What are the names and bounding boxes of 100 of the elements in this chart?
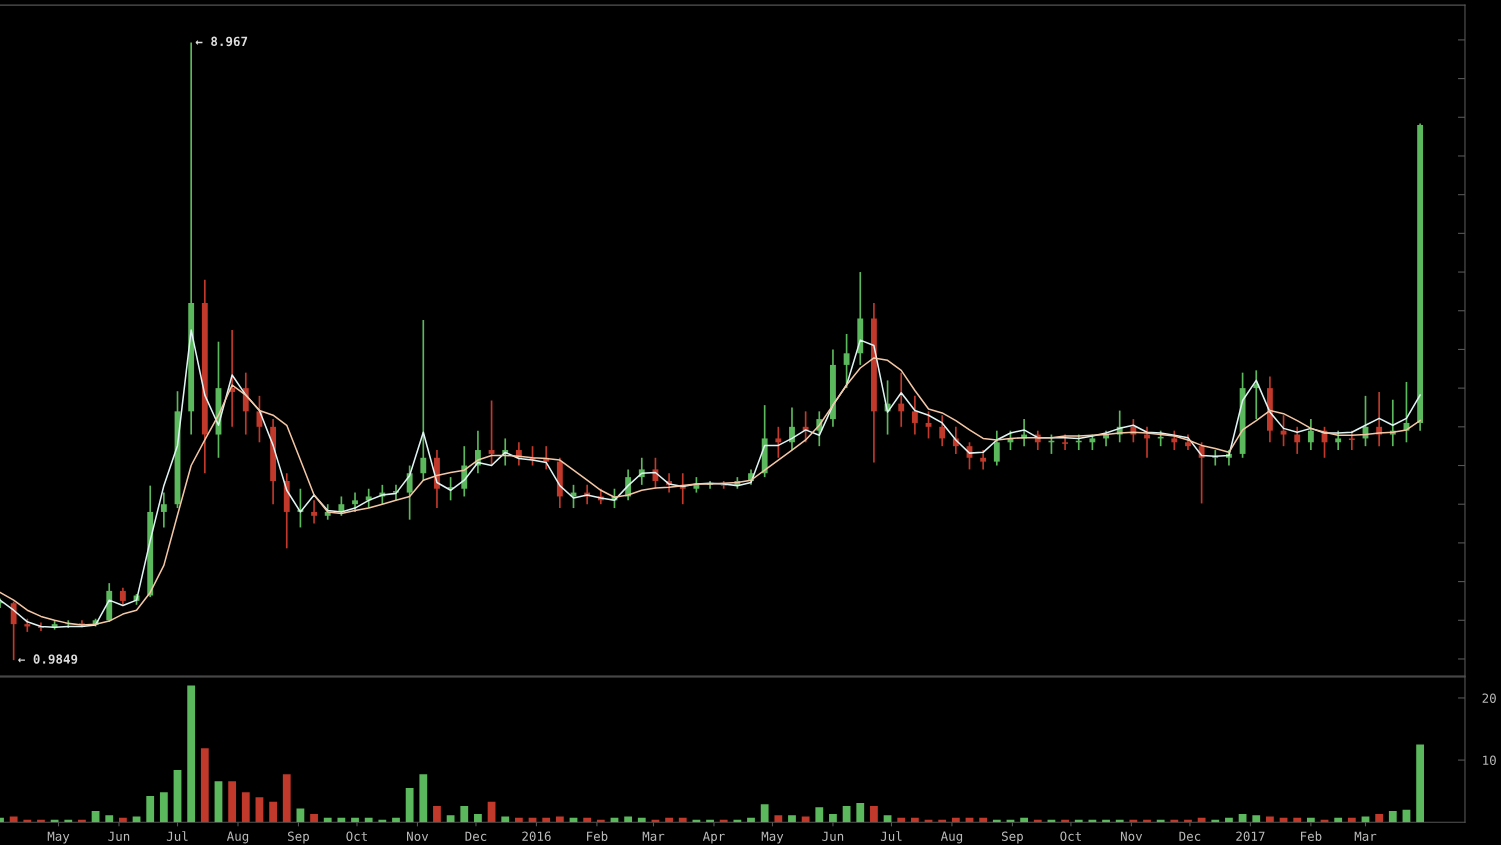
bar bbox=[979, 817, 988, 823]
candlestick bbox=[160, 491, 167, 529]
x-tick-label: Sep bbox=[1001, 831, 1023, 844]
bar bbox=[514, 817, 523, 823]
bar bbox=[665, 817, 673, 823]
candlestick bbox=[1294, 425, 1301, 455]
bar bbox=[760, 804, 769, 823]
bar bbox=[1252, 815, 1261, 823]
candlestick bbox=[311, 499, 317, 525]
x-tick-label: Jun bbox=[108, 831, 130, 841]
x-tick-label: Jul bbox=[166, 831, 188, 841]
candlestick bbox=[242, 371, 249, 436]
x-tick-label: Aug bbox=[226, 831, 249, 844]
candlestick bbox=[939, 414, 946, 448]
bar bbox=[433, 806, 441, 823]
x-tick-label: Nov bbox=[1120, 831, 1143, 841]
candlestick bbox=[775, 425, 782, 459]
candlestick bbox=[1335, 429, 1342, 451]
x-tick-label: 2016 bbox=[522, 831, 551, 841]
bar bbox=[323, 817, 332, 823]
bar bbox=[910, 817, 919, 823]
candlestick bbox=[1130, 418, 1137, 444]
bar bbox=[1388, 811, 1397, 823]
bar bbox=[1306, 817, 1315, 823]
bar bbox=[1197, 817, 1206, 823]
candlestick bbox=[898, 371, 905, 428]
bar bbox=[282, 774, 291, 823]
bar bbox=[310, 814, 318, 823]
bar bbox=[842, 806, 851, 823]
bar bbox=[897, 817, 906, 823]
candlestick bbox=[338, 495, 345, 517]
bar bbox=[200, 748, 209, 823]
bar bbox=[501, 816, 510, 823]
bar bbox=[801, 816, 810, 823]
x-tick-label: Dec bbox=[465, 831, 487, 841]
bar bbox=[255, 797, 264, 823]
bar bbox=[187, 685, 196, 823]
bar bbox=[337, 817, 346, 823]
bar bbox=[446, 815, 455, 823]
x-tick-label: 2017 bbox=[1236, 831, 1265, 841]
bar bbox=[241, 792, 250, 823]
bar bbox=[214, 781, 223, 823]
candlestick bbox=[352, 491, 358, 513]
bar bbox=[747, 817, 755, 823]
bar bbox=[118, 817, 127, 823]
candlestick bbox=[993, 429, 1000, 467]
bar bbox=[405, 788, 414, 823]
bar bbox=[460, 806, 469, 823]
candlestick bbox=[980, 449, 987, 471]
bar bbox=[1293, 817, 1302, 823]
x-tick-label: Feb bbox=[587, 831, 608, 841]
bar bbox=[9, 816, 18, 823]
annotation: ← 8.967 bbox=[195, 36, 248, 47]
bar bbox=[856, 802, 865, 823]
bar bbox=[951, 817, 960, 823]
bar bbox=[1375, 814, 1384, 823]
x-tick-label: Mar bbox=[642, 831, 665, 841]
bar bbox=[637, 817, 646, 823]
bar bbox=[351, 817, 359, 823]
bar bbox=[624, 816, 633, 823]
bar bbox=[1334, 817, 1343, 823]
candlestick bbox=[488, 399, 495, 467]
bar bbox=[1225, 817, 1233, 823]
bar bbox=[774, 815, 783, 823]
candlestick bbox=[1307, 418, 1314, 451]
bar bbox=[419, 774, 428, 823]
x-tick-label: May bbox=[761, 831, 784, 844]
x-tick-label: Dec bbox=[1179, 831, 1201, 841]
bar bbox=[542, 817, 551, 823]
x-tick-label: May bbox=[47, 831, 70, 844]
bar bbox=[1347, 817, 1356, 823]
x-tick-label: Jul bbox=[880, 831, 902, 841]
bar bbox=[555, 816, 564, 823]
x-tick-label: Oct bbox=[346, 831, 368, 841]
x-tick-label: Aug bbox=[940, 831, 963, 844]
bar bbox=[105, 815, 114, 823]
x-tick-label: Jun bbox=[822, 831, 844, 841]
candlestick bbox=[10, 600, 17, 661]
bar bbox=[829, 814, 837, 823]
x-tick-label: Oct bbox=[1060, 831, 1081, 841]
x-tick-label: Sep bbox=[288, 831, 309, 844]
bar bbox=[474, 814, 482, 823]
bar bbox=[1266, 816, 1274, 823]
x-tick-label: Feb bbox=[1301, 831, 1322, 841]
candlestick bbox=[843, 333, 850, 389]
annotation: ← 0.9849 bbox=[18, 654, 78, 664]
bar bbox=[146, 796, 155, 823]
candlestick bbox=[1171, 429, 1178, 451]
bar bbox=[228, 781, 237, 823]
bar bbox=[269, 801, 277, 823]
candlestick bbox=[420, 319, 427, 482]
bar bbox=[392, 817, 400, 823]
bar bbox=[678, 817, 687, 823]
candlestick bbox=[406, 464, 413, 521]
candlestick bbox=[911, 395, 918, 436]
bar bbox=[159, 792, 168, 823]
bar bbox=[583, 817, 592, 823]
x-tick-label: Apr bbox=[702, 831, 725, 844]
bar bbox=[364, 817, 373, 823]
x-tick-label: Nov bbox=[407, 831, 429, 841]
